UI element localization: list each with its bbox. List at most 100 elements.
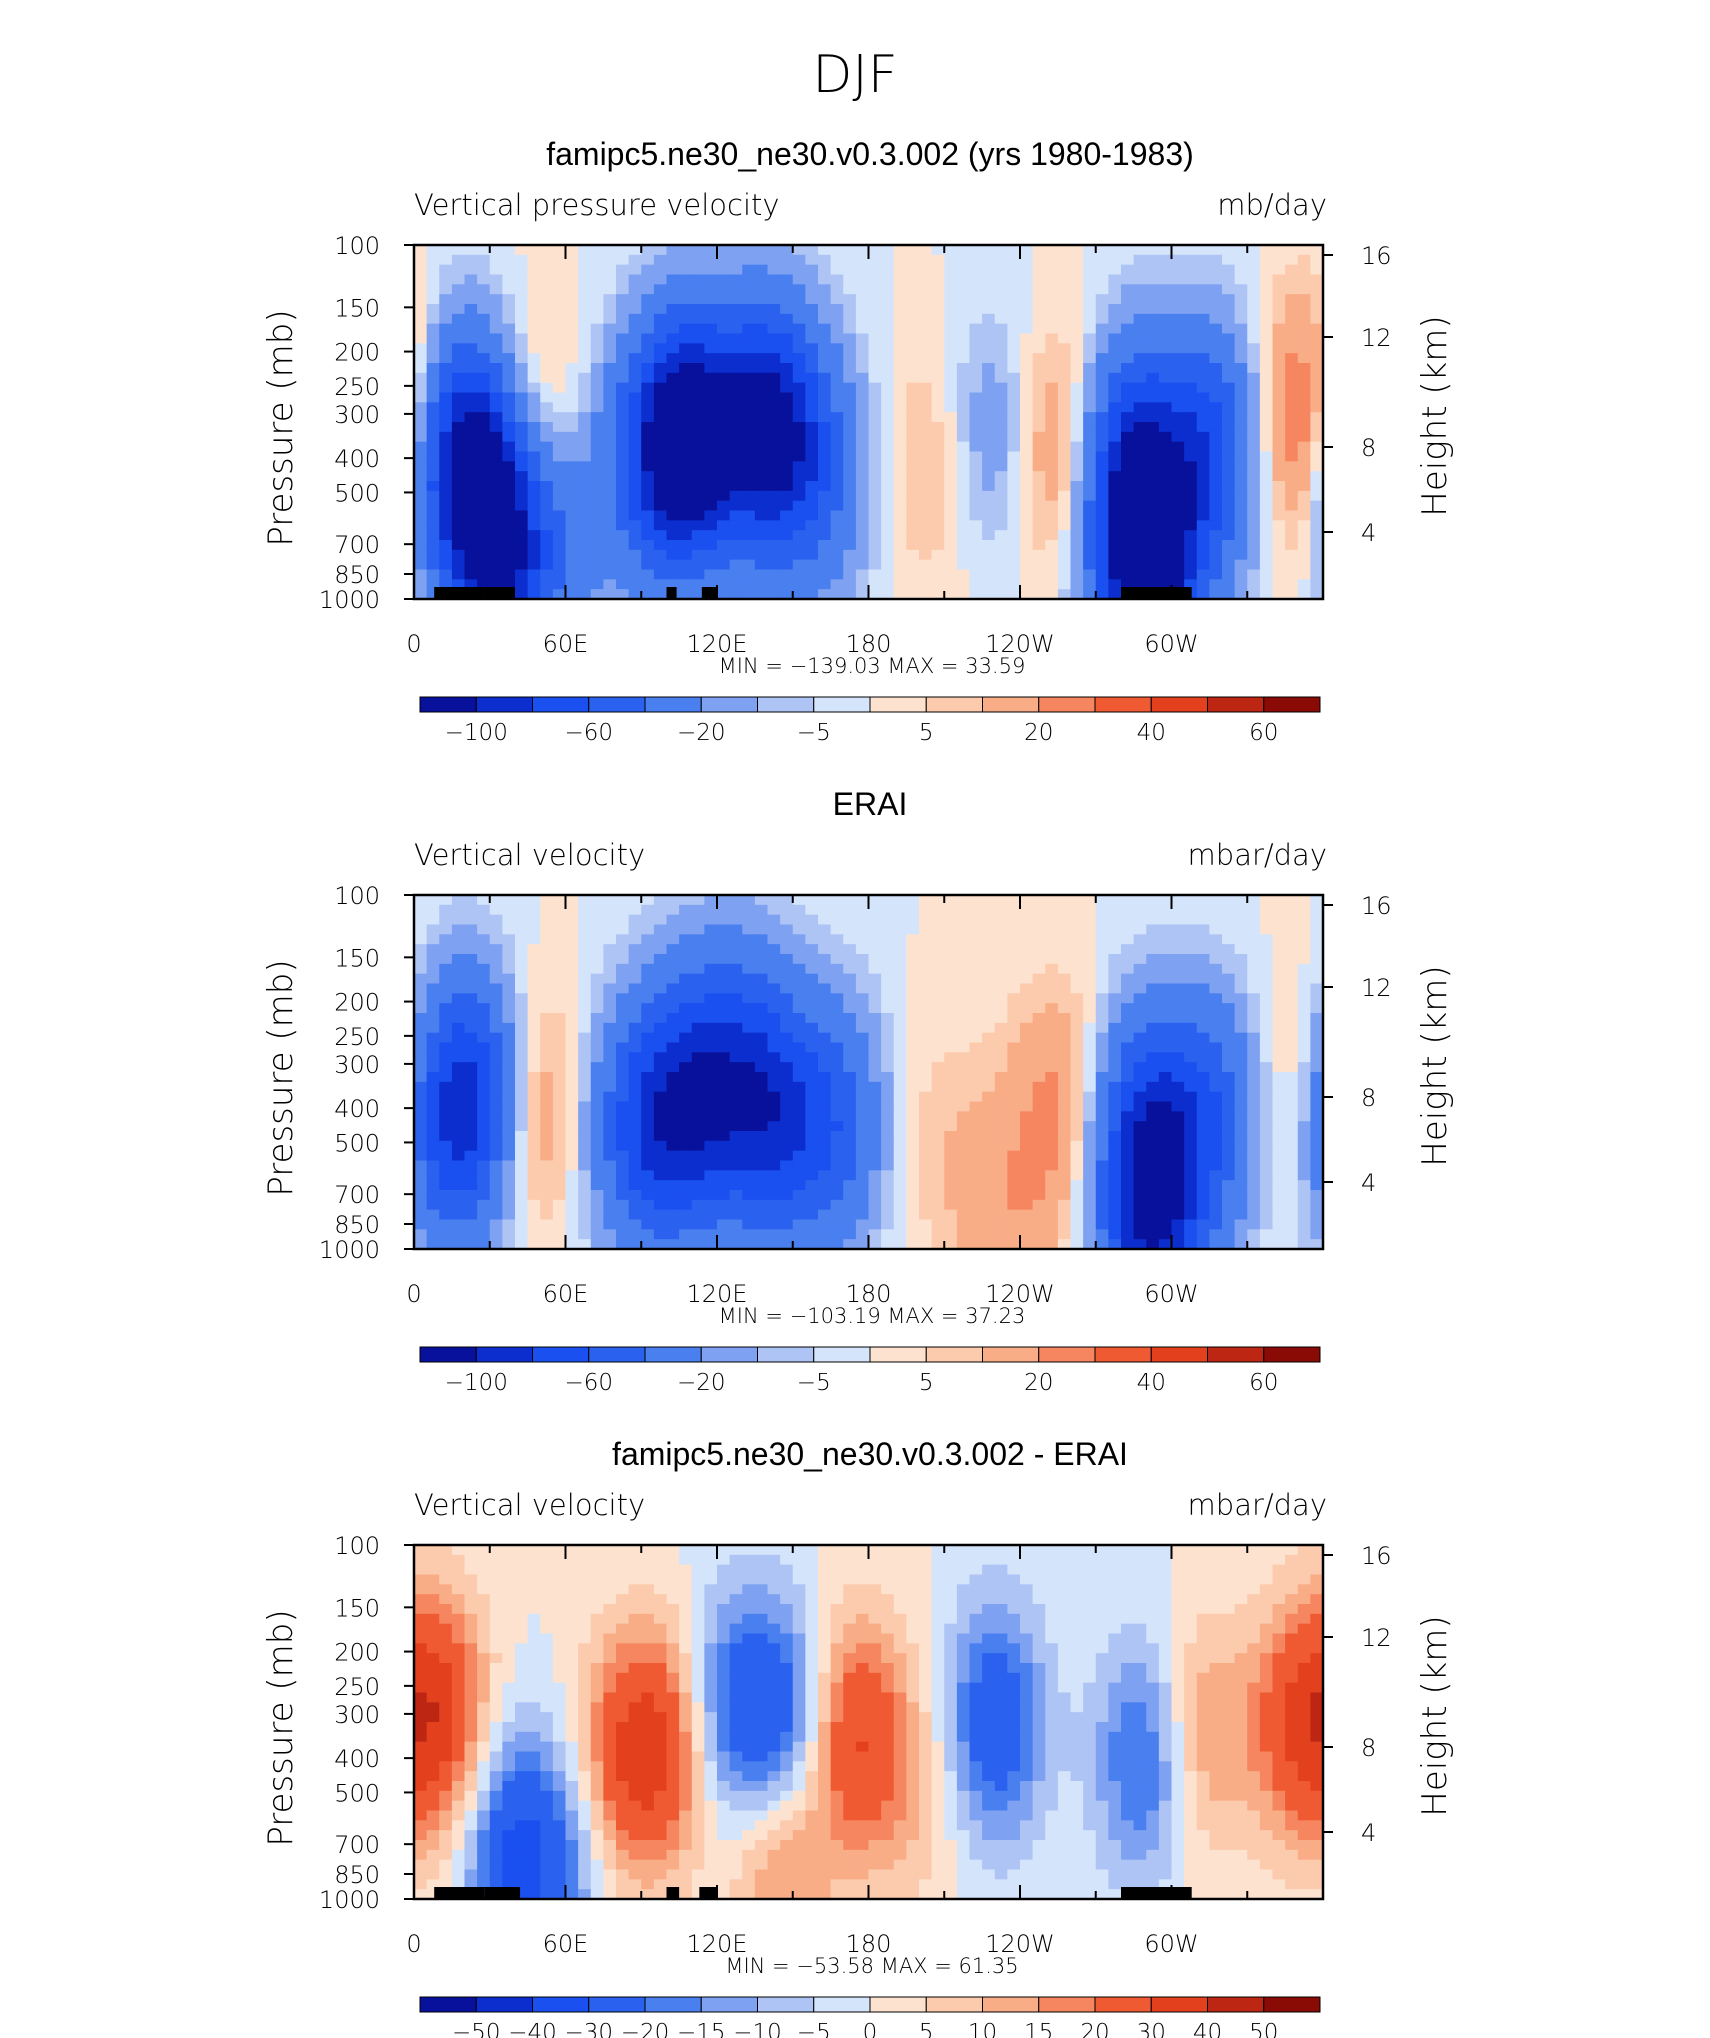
heatmap-cell [780,1072,794,1083]
heatmap-cell [843,1022,857,1034]
heatmap-cell [1108,1072,1122,1083]
heatmap-cell [439,944,453,955]
heatmap-cell [994,294,1008,305]
heatmap-cell [1272,1199,1286,1211]
heatmap-cell [426,304,440,315]
heatmap-cell [477,500,491,512]
heatmap-cell [1070,963,1084,975]
heatmap-cell [477,254,491,266]
heatmap-cell [931,490,945,502]
heatmap-cell [792,245,806,256]
heatmap-cell [414,500,428,512]
heatmap-cell [1083,993,1097,1004]
heatmap-cell [855,1042,870,1053]
heatmap-cell [982,579,996,590]
heatmap-cell [1222,264,1236,276]
heatmap-cell [944,294,958,305]
heatmap-cell [502,382,516,394]
heatmap-cell [1272,1081,1286,1093]
heatmap-cell [679,490,693,502]
heatmap-cell [792,954,806,965]
heatmap-cell [1108,294,1122,305]
heatmap-cell [1146,1101,1160,1112]
heatmap-cell [742,333,756,344]
heatmap-cell [653,549,668,561]
heatmap-cell [1196,382,1210,394]
heatmap-cell [1247,1111,1261,1122]
heatmap-cell [1045,1131,1059,1142]
heatmap-cell [982,333,996,344]
heatmap-cell [805,343,819,354]
heatmap-cell [843,963,857,975]
heatmap-cell [1222,422,1236,433]
heatmap-cell [1070,353,1084,364]
heatmap-cell [1285,1131,1299,1142]
heatmap-cell [1234,579,1248,590]
heatmap-cell [881,264,895,276]
heatmap-cell [1083,549,1097,561]
heatmap-cell [540,500,554,512]
heatmap-cell [1032,1013,1046,1024]
heatmap-cell [893,402,907,413]
heatmap-cell [666,569,680,580]
heatmap-cell [767,441,781,453]
heatmap-cell [729,1042,743,1053]
heatmap-cell [477,1072,491,1083]
heatmap-cell [426,895,440,906]
heatmap-cell [489,471,503,482]
heatmap-cell [1032,313,1046,325]
heatmap-cell [540,520,554,531]
heatmap-cell [792,1150,806,1162]
heatmap-cell [1108,1170,1122,1181]
heatmap-cell [552,254,567,266]
heatmap-cell [666,1003,680,1014]
heatmap-cell [1259,1111,1274,1122]
heatmap-cell [944,353,958,364]
heatmap-cell [843,382,857,394]
heatmap-cell [780,1131,794,1142]
heatmap-cell [1209,1052,1223,1063]
heatmap-cell [919,372,933,384]
heatmap-cell [982,392,996,403]
heatmap-cell [1310,451,1324,462]
heatmap-cell [1095,904,1109,916]
heatmap-cell [679,973,693,985]
heatmap-cell [477,530,491,541]
heatmap-cell [426,1003,440,1014]
heatmap-cell [679,1160,693,1171]
colorbar-swatch [1150,696,1208,713]
heatmap-cell [666,904,680,916]
heatmap-cell [881,254,895,266]
heatmap-cell [767,914,781,926]
heatmap-cell [565,1170,579,1181]
heatmap-cell [767,1111,781,1122]
heatmap-cell [1121,431,1135,443]
heatmap-cell [1007,274,1021,285]
heatmap-cell [982,422,996,433]
heatmap-cell [641,559,655,571]
heatmap-cell [552,963,567,975]
heatmap-cell [679,1091,693,1103]
heatmap-cell [616,1081,630,1093]
heatmap-cell [1108,1190,1122,1201]
heatmap-cell [1007,1022,1021,1034]
heatmap-cell [653,579,668,590]
heatmap-cell [414,1091,428,1103]
heatmap-cell [1247,372,1261,384]
heatmap-cell [780,579,794,590]
heatmap-cell [578,1081,592,1093]
heatmap-cell [704,245,718,256]
heatmap-cell [717,895,731,906]
heatmap-cell [843,549,857,561]
heatmap-cell [1146,904,1160,916]
heatmap-cell [780,451,794,462]
heatmap-cell [1184,1131,1198,1142]
heatmap-cell [439,973,453,985]
heatmap-cell [931,549,945,561]
heatmap-cell [540,963,554,975]
heatmap-cell [919,1160,933,1171]
heatmap-cell [502,1131,516,1142]
heatmap-cell [818,1052,832,1063]
heatmap-cell [1146,1170,1160,1181]
heatmap-cell [477,549,491,561]
